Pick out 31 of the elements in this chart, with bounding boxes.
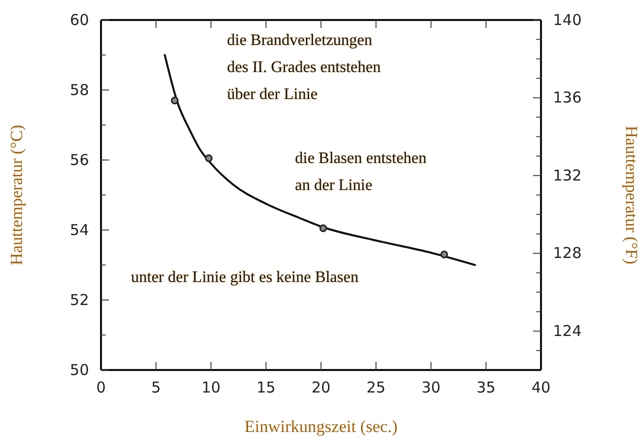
x-tick-label: 5 (151, 378, 161, 397)
y-tick-label: 58 (70, 80, 89, 99)
y2-tick-label: 140 (553, 10, 582, 29)
y-tick-label: 50 (70, 360, 89, 379)
point (170, 96, 179, 104)
y2-tick-label: 128 (553, 244, 582, 262)
x-tick-label: 15 (256, 378, 276, 397)
y-tick-label: 52 (70, 290, 89, 309)
y-tick-label: 54 (70, 220, 89, 239)
x-tick-label: 35 (476, 378, 496, 397)
x-tick-label: 25 (366, 378, 386, 397)
point (204, 154, 213, 162)
y2-tick-label: 124 (553, 322, 582, 340)
annotation: die Brandverletzungen des II. Grades entstehen über der Linie (227, 32, 381, 103)
x-tick-label: 30 (421, 378, 441, 397)
y2-axis-title: Hauttemperatur (°F) (622, 126, 640, 264)
x-tick-label: 20 (311, 378, 331, 397)
x-axis-title: Einwirkungszeit (sec.) (244, 417, 398, 436)
point (440, 250, 448, 258)
annotation: unter der Linie gibt es keine Blasen (131, 269, 358, 286)
annotation: die Blasen entstehen an der Linie (295, 150, 427, 194)
x-tick-label: 0 (96, 378, 106, 397)
point (319, 224, 328, 232)
y-tick-label: 60 (70, 10, 89, 29)
x-tick-label: 40 (531, 378, 551, 397)
y-tick-label: 56 (70, 150, 89, 169)
x-tick-label: 10 (201, 378, 221, 397)
line-series (164, 54, 476, 266)
y-axis-title: Hauttemperatur (°C) (7, 124, 26, 266)
y2-tick-label: 136 (553, 88, 582, 107)
y2-tick-label: 132 (553, 166, 582, 184)
